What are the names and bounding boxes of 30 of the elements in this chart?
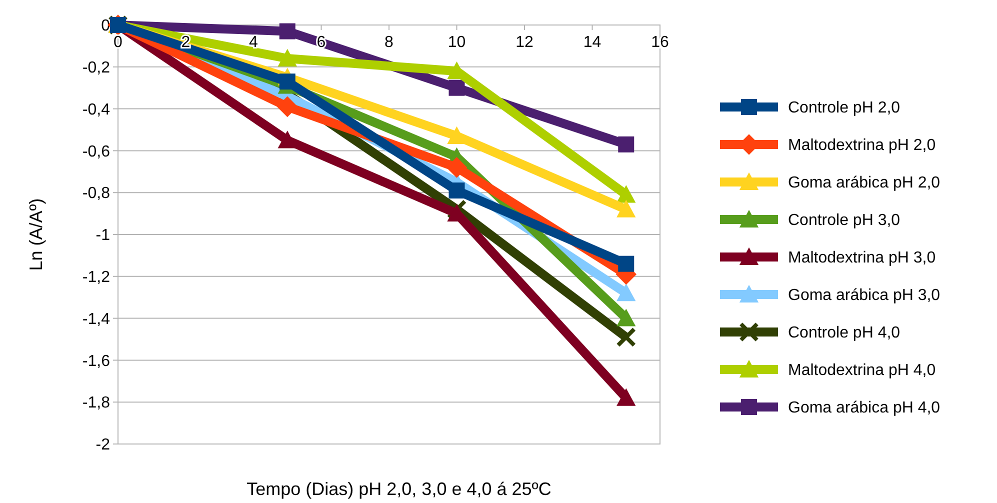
x-tick-label: 16 [651,34,669,51]
x-tick-label: 14 [583,34,602,51]
legend-label: Controle pH 2,0 [788,100,900,117]
y-tick-label: -0,8 [82,185,110,202]
y-tick-label: -0,4 [82,101,110,118]
x-tick-label: 12 [516,34,534,51]
x-tick-label: 6 [316,34,326,51]
y-tick-label: -1,2 [82,269,110,286]
y-tick-label: -0,6 [82,143,110,160]
legend-label: Maltodextrina pH 3,0 [788,250,936,267]
legend-label: Maltodextrina pH 2,0 [788,137,936,154]
legend-label: Controle pH 3,0 [788,212,900,230]
y-tick-label: -1,6 [82,352,110,370]
x-tick-label: 4 [249,34,258,51]
y-tick-label: -2 [96,436,110,454]
legend-label: Goma arábica pH 4,0 [788,400,940,417]
x-tick-label: 10 [448,34,466,51]
y-axis-title: Ln (A/Aº) [26,198,46,271]
legend-label: Goma arábica pH 2,0 [788,174,940,192]
x-axis-title: Tempo (Dias) pH 2,0, 3,0 e 4,0 á 25ºC [246,479,552,499]
legend-label: Goma arábica pH 3,0 [788,287,940,304]
y-tick-label: -1 [96,227,110,244]
legend-label: Controle pH 4,0 [788,324,900,342]
y-tick-label: -1,4 [82,310,110,328]
x-tick-label: 2 [181,34,190,51]
y-tick-label: -0,2 [82,60,110,76]
y-tick-label: -1,8 [82,394,110,412]
legend-label: Maltodextrina pH 4,0 [788,362,936,380]
x-tick-label: 8 [384,34,394,51]
x-tick-label: 0 [114,34,123,51]
